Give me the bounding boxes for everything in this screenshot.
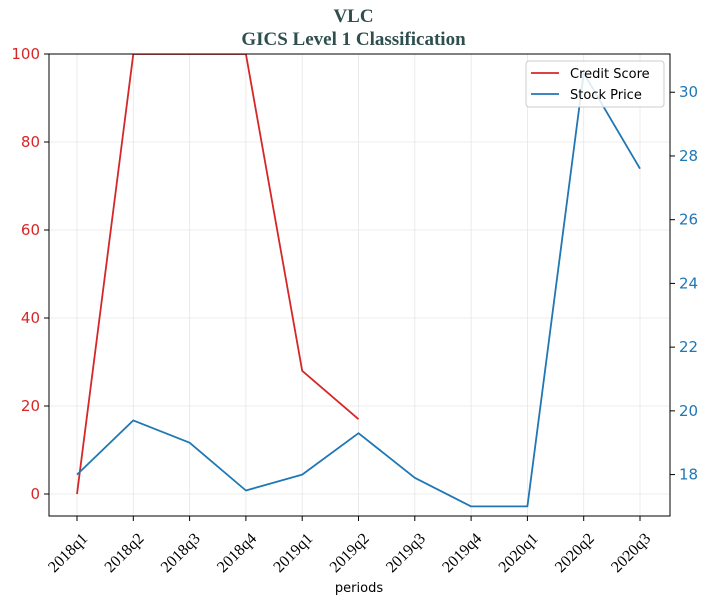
series-line-stock-price <box>76 72 641 508</box>
left-y-tick-label: 40 <box>21 309 40 327</box>
left-y-axis: 0 20 40 60 80 100 <box>11 45 49 503</box>
right-y-tick-label: 18 <box>679 466 698 484</box>
x-tick-label: 2018q1 <box>45 530 91 576</box>
chart-title: VLC <box>333 6 374 27</box>
x-tick-label: 2018q3 <box>158 530 204 576</box>
left-y-tick-label: 100 <box>11 45 40 63</box>
x-tick-label: 2020q1 <box>496 530 542 576</box>
left-y-tick-label: 80 <box>21 133 40 151</box>
right-y-tick-label: 22 <box>679 338 698 356</box>
gridlines <box>49 53 670 516</box>
legend: Credit Score Stock Price <box>525 60 665 108</box>
legend-label: Stock Price <box>570 88 642 103</box>
right-y-tick-label: 20 <box>679 402 698 420</box>
x-tick-label: 2018q2 <box>102 530 148 576</box>
plot-frame <box>48 53 671 517</box>
left-y-tick-label: 0 <box>30 485 40 503</box>
x-tick-label: 2019q4 <box>439 530 485 576</box>
x-tick-label: 2019q1 <box>270 530 316 576</box>
x-tick-label: 2019q3 <box>383 530 429 576</box>
chart-subtitle: GICS Level 1 Classification <box>241 29 466 50</box>
legend-label: Credit Score <box>570 67 650 82</box>
series-line-credit-score <box>76 54 360 495</box>
x-tick-label: 2020q3 <box>608 530 654 576</box>
left-y-tick-label: 60 <box>21 221 40 239</box>
x-tick-label: 2019q2 <box>327 530 373 576</box>
x-tick-label: 2020q2 <box>552 530 598 576</box>
series-lines <box>76 54 641 508</box>
x-axis-label: periods <box>335 581 383 596</box>
left-y-tick-label: 20 <box>21 397 40 415</box>
right-y-tick-label: 28 <box>679 147 698 165</box>
right-y-tick-label: 24 <box>679 274 698 292</box>
right-y-tick-label: 30 <box>679 83 698 101</box>
x-axis: 2018q1 2018q2 2018q3 2018q4 2019q1 2019q2 2019… <box>45 516 654 576</box>
right-y-axis: 18 20 22 24 26 28 30 <box>670 83 698 484</box>
legend-box <box>525 60 665 108</box>
right-y-tick-label: 26 <box>679 211 698 229</box>
x-tick-label: 2018q4 <box>214 530 260 576</box>
